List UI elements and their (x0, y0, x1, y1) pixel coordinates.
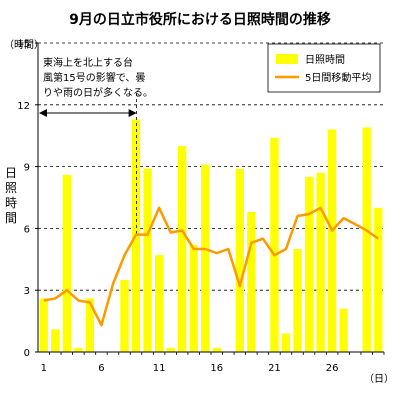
bar (201, 164, 210, 352)
x-tick-label: 16 (210, 363, 223, 374)
bar (339, 308, 348, 352)
annotation: 東海上を北上する台 風第15号の影響で、曇 りや雨の日が多くなる。 (43, 56, 153, 99)
x-unit-label: （日） (364, 373, 394, 385)
bar (74, 347, 83, 352)
bar (166, 347, 175, 352)
y-axis-label-char: 照 (5, 181, 17, 195)
legend-bar-label: 日照時間 (305, 54, 345, 66)
bar (270, 137, 279, 352)
bar (293, 249, 302, 352)
bar (39, 298, 48, 352)
bar (316, 172, 325, 352)
legend-bar-swatch (276, 54, 298, 64)
y-axis-label: 日照時間 (5, 166, 17, 225)
y-tick-label: 3 (24, 286, 30, 297)
bar (120, 279, 129, 352)
bar (154, 255, 164, 352)
bar (281, 333, 291, 352)
bar (189, 244, 198, 352)
x-tick-label: 6 (98, 363, 104, 374)
bar (85, 298, 95, 352)
bar (235, 168, 244, 352)
bar (51, 329, 60, 352)
moving-average-line (43, 206, 379, 327)
y-axis-label-char: 日 (5, 166, 17, 180)
x-tick-label: 21 (268, 363, 281, 374)
bar (374, 207, 383, 352)
bar (247, 211, 256, 352)
y-axis-label-char: 時 (5, 196, 17, 210)
bar (304, 176, 314, 352)
y-unit-label: （時間） (4, 39, 44, 51)
x-tick-label: 26 (326, 363, 339, 374)
bar (178, 146, 187, 352)
bar (327, 129, 337, 352)
y-tick-label: 6 (24, 224, 30, 235)
legend-line-label: 5日間移動平均 (305, 71, 371, 84)
x-tick-label: 1 (41, 363, 47, 374)
bar (212, 347, 221, 352)
y-axis-label-char: 間 (5, 211, 17, 225)
annotation-line-3: りや雨の日が多くなる。 (43, 86, 153, 99)
y-tick-label: 12 (17, 101, 30, 112)
y-tick-label: 0 (24, 348, 30, 359)
x-tick-label: 11 (153, 363, 166, 374)
legend-box (267, 43, 381, 93)
legend: 日照時間 5日間移動平均 (267, 43, 381, 93)
bar (362, 127, 371, 353)
y-tick-label: 9 (24, 163, 30, 174)
bar (62, 174, 71, 352)
annotation-line-1: 東海上を北上する台 (43, 56, 133, 69)
bar (143, 168, 152, 352)
chart-title: 9月の日立市役所における日照時間の推移 (69, 11, 331, 28)
y-tick-label: 15 (17, 39, 30, 50)
annotation-line-2: 風第15号の影響で、曇 (43, 71, 145, 84)
